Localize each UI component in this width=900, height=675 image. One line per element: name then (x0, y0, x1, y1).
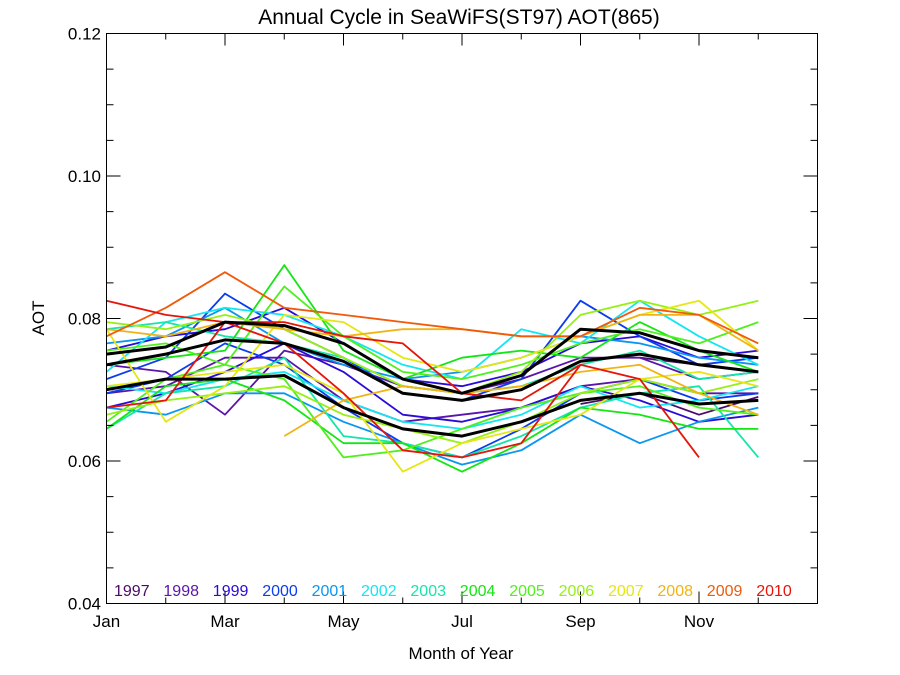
series-line-1999-1 (106, 306, 759, 388)
legend-item-2006: 2006 (559, 583, 595, 600)
series-line-1999-2 (106, 342, 759, 423)
y-axis: 0.04 0.06 0.08 0.10 0.12 (68, 25, 818, 614)
legend-item-2009: 2009 (707, 583, 743, 600)
y-tick-label: 0.04 (68, 595, 101, 614)
series-line-2010-2 (106, 321, 582, 459)
legend-item-2004: 2004 (460, 583, 496, 600)
y-tick-label: 0.10 (68, 167, 101, 186)
series-line-2010-1 (106, 299, 700, 458)
x-tick-label: Mar (210, 612, 240, 631)
x-axis-label: Month of Year (409, 644, 514, 663)
legend-item-2000: 2000 (262, 583, 298, 600)
x-tick-label: Jul (451, 612, 473, 631)
legend-item-1997: 1997 (114, 583, 150, 600)
legend-item-1999: 1999 (213, 583, 249, 600)
x-axis: Jan Mar May Jul Sep Nov (93, 33, 759, 631)
y-tick-label: 0.08 (68, 310, 101, 329)
series-line-2007-1 (105, 299, 759, 423)
x-tick-label: Sep (565, 612, 595, 631)
y-tick-label: 0.06 (68, 452, 101, 471)
series-line-2005-1 (106, 285, 759, 381)
legend-item-2008: 2008 (657, 583, 693, 600)
legend-item-2010: 2010 (756, 583, 792, 600)
mean-line-3 (106, 374, 759, 438)
x-tick-label: Nov (684, 612, 715, 631)
series-line-2005-2 (105, 363, 759, 459)
legend-item-2001: 2001 (312, 583, 348, 600)
series-line-2004-1 (106, 264, 759, 381)
series-line-2002-1 (105, 299, 759, 381)
series-line-2008-2 (283, 363, 759, 437)
series-line-2006-2 (106, 378, 759, 445)
x-tick-label: Jan (93, 612, 120, 631)
plot-lines (105, 264, 759, 473)
y-tick-label: 0.12 (68, 25, 101, 44)
legend-item-2002: 2002 (361, 583, 397, 600)
series-line-2002-2 (106, 370, 759, 430)
y-axis-label: AOT (29, 301, 48, 336)
mean-lines (106, 320, 759, 438)
chart-title: Annual Cycle in SeaWiFS(ST97) AOT(865) (258, 6, 659, 29)
series-line-2007-2 (106, 363, 759, 473)
mean-line-1 (106, 320, 759, 395)
legend-item-2007: 2007 (608, 583, 644, 600)
series-line-2008-1 (106, 313, 759, 352)
legend-item-1998: 1998 (163, 583, 199, 600)
series-line-2009-1 (106, 271, 759, 345)
legend: 1997 1998 1999 2000 2001 2002 2003 2004 2005 2006… (114, 583, 792, 600)
x-tick-label: May (327, 612, 360, 631)
legend-item-2003: 2003 (410, 583, 446, 600)
legend-item-2005: 2005 (509, 583, 545, 600)
mean-line-2 (106, 338, 759, 402)
